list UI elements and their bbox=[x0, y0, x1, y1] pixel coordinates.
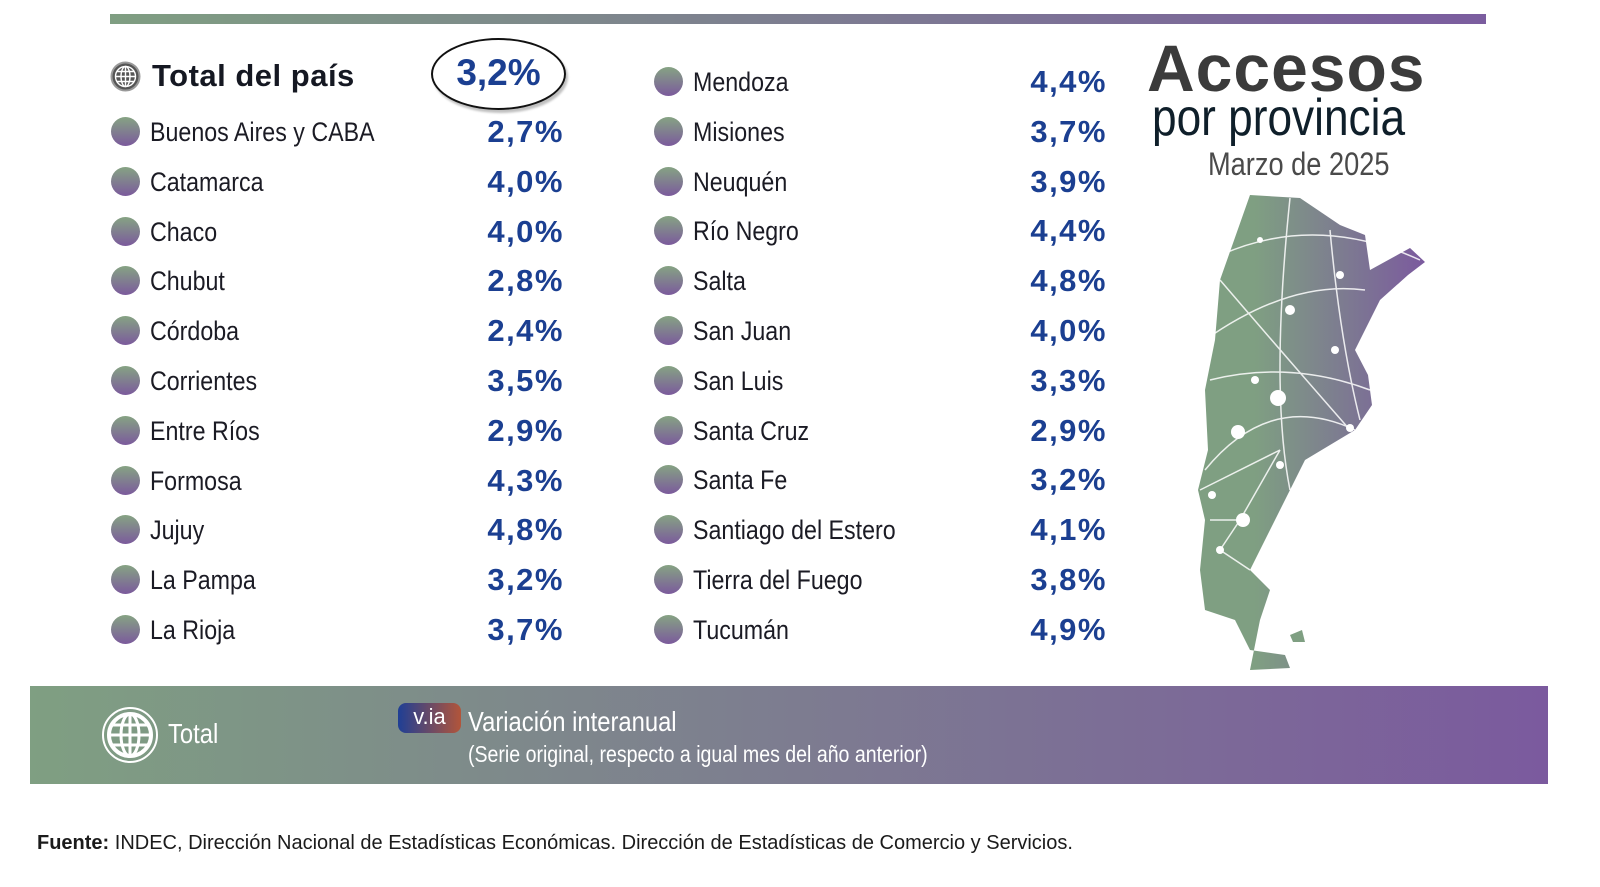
province-value: 3,7% bbox=[1030, 113, 1107, 149]
province-value: 3,3% bbox=[1030, 362, 1107, 398]
province-name: San Luis bbox=[693, 365, 784, 396]
province-name: Córdoba bbox=[150, 316, 240, 347]
province-name: Formosa bbox=[150, 465, 242, 496]
bullet-dot bbox=[654, 166, 683, 196]
bullet-dot bbox=[111, 166, 140, 196]
province-value: 4,0% bbox=[487, 213, 564, 249]
province-value: 4,8% bbox=[487, 512, 564, 548]
source-label: Fuente: bbox=[37, 832, 110, 854]
globe-icon bbox=[102, 707, 158, 763]
province-value: 2,7% bbox=[487, 114, 564, 149]
bullet-dot bbox=[654, 116, 683, 146]
bullet-dot bbox=[654, 365, 683, 395]
total-highlight-oval bbox=[431, 38, 566, 110]
bullet-dot bbox=[654, 266, 683, 296]
province-value: 4,0% bbox=[1030, 313, 1107, 348]
bullet-dot bbox=[111, 366, 140, 395]
province-value: 3,8% bbox=[1030, 562, 1107, 597]
bullet-dot bbox=[111, 615, 140, 644]
province-value: 3,7% bbox=[487, 612, 564, 647]
bullet-dot bbox=[654, 465, 683, 495]
province-name: Chubut bbox=[150, 266, 225, 297]
province-name: Neuquén bbox=[693, 166, 788, 197]
bullet-dot bbox=[111, 316, 140, 346]
province-name: Santiago del Estero bbox=[693, 515, 896, 546]
province-name: La Pampa bbox=[150, 565, 256, 596]
province-name: Mendoza bbox=[693, 67, 789, 97]
bullet-dot bbox=[654, 565, 683, 594]
province-name: Misiones bbox=[693, 116, 785, 147]
province-name: Jujuy bbox=[150, 515, 205, 546]
province-name: Chaco bbox=[150, 216, 218, 247]
bullet-dot bbox=[654, 316, 683, 345]
province-name: Buenos Aires y CABA bbox=[150, 117, 375, 147]
province-name: Santa Fe bbox=[693, 465, 788, 496]
total-value: 3,2% bbox=[456, 52, 541, 93]
legend-bar bbox=[30, 686, 1548, 784]
province-value: 4,1% bbox=[1030, 512, 1107, 548]
bullet-dot bbox=[654, 415, 683, 445]
subtitle: por provincia bbox=[1152, 89, 1406, 147]
legend-variation-title: Variación interanual bbox=[468, 706, 677, 737]
legend-total-label: Total bbox=[168, 718, 219, 749]
argentina-map bbox=[1198, 195, 1425, 670]
province-name: Catamarca bbox=[150, 166, 264, 197]
source-text: INDEC, Dirección Nacional de Estadística… bbox=[109, 832, 1073, 854]
bullet-dot bbox=[654, 216, 683, 246]
period: Marzo de 2025 bbox=[1208, 146, 1390, 182]
province-value: 4,4% bbox=[1030, 64, 1107, 99]
bullet-dot bbox=[111, 465, 140, 495]
bullet-dot bbox=[654, 614, 683, 644]
province-value: 3,2% bbox=[487, 562, 564, 598]
title: Accesos bbox=[1147, 31, 1426, 105]
province-name: Tierra del Fuego bbox=[693, 565, 863, 595]
legend-variation-note: (Serie original, respecto a igual mes de… bbox=[468, 741, 928, 767]
bullet-dot bbox=[111, 266, 140, 296]
province-name: Salta bbox=[693, 266, 746, 297]
province-name: Río Negro bbox=[693, 216, 799, 247]
province-value: 3,5% bbox=[487, 363, 564, 398]
total-label: Total del país bbox=[152, 58, 355, 93]
province-value: 4,0% bbox=[487, 163, 564, 199]
province-value: 2,9% bbox=[1030, 412, 1107, 448]
bullet-dot bbox=[654, 515, 683, 545]
province-value: 4,9% bbox=[1030, 611, 1107, 647]
top-gradient-bar bbox=[110, 14, 1486, 24]
province-name: Entre Ríos bbox=[150, 415, 260, 446]
province-value: 3,2% bbox=[1030, 462, 1107, 498]
province-name: San Juan bbox=[693, 316, 792, 346]
globe-icon bbox=[110, 61, 141, 92]
province-value: 4,4% bbox=[1030, 213, 1107, 249]
province-name: Corrientes bbox=[150, 366, 258, 396]
province-name: Tucumán bbox=[693, 614, 789, 645]
bullet-dot bbox=[111, 515, 140, 545]
province-value: 2,8% bbox=[487, 263, 564, 299]
province-name: La Rioja bbox=[150, 615, 236, 645]
bullet-dot bbox=[654, 67, 683, 96]
province-value: 2,4% bbox=[487, 313, 564, 349]
province-value: 4,8% bbox=[1030, 263, 1107, 299]
province-name: Santa Cruz bbox=[693, 415, 810, 446]
bullet-dot bbox=[111, 117, 140, 146]
province-value: 3,9% bbox=[1030, 163, 1107, 199]
province-value: 4,3% bbox=[487, 462, 564, 498]
bullet-dot bbox=[111, 415, 140, 445]
bullet-dot bbox=[111, 216, 140, 246]
province-value: 2,9% bbox=[487, 412, 564, 448]
source-note: Fuente: INDEC, Dirección Nacional de Est… bbox=[37, 832, 1073, 855]
bullet-dot bbox=[111, 565, 140, 595]
via-badge: v.ia bbox=[398, 703, 461, 733]
